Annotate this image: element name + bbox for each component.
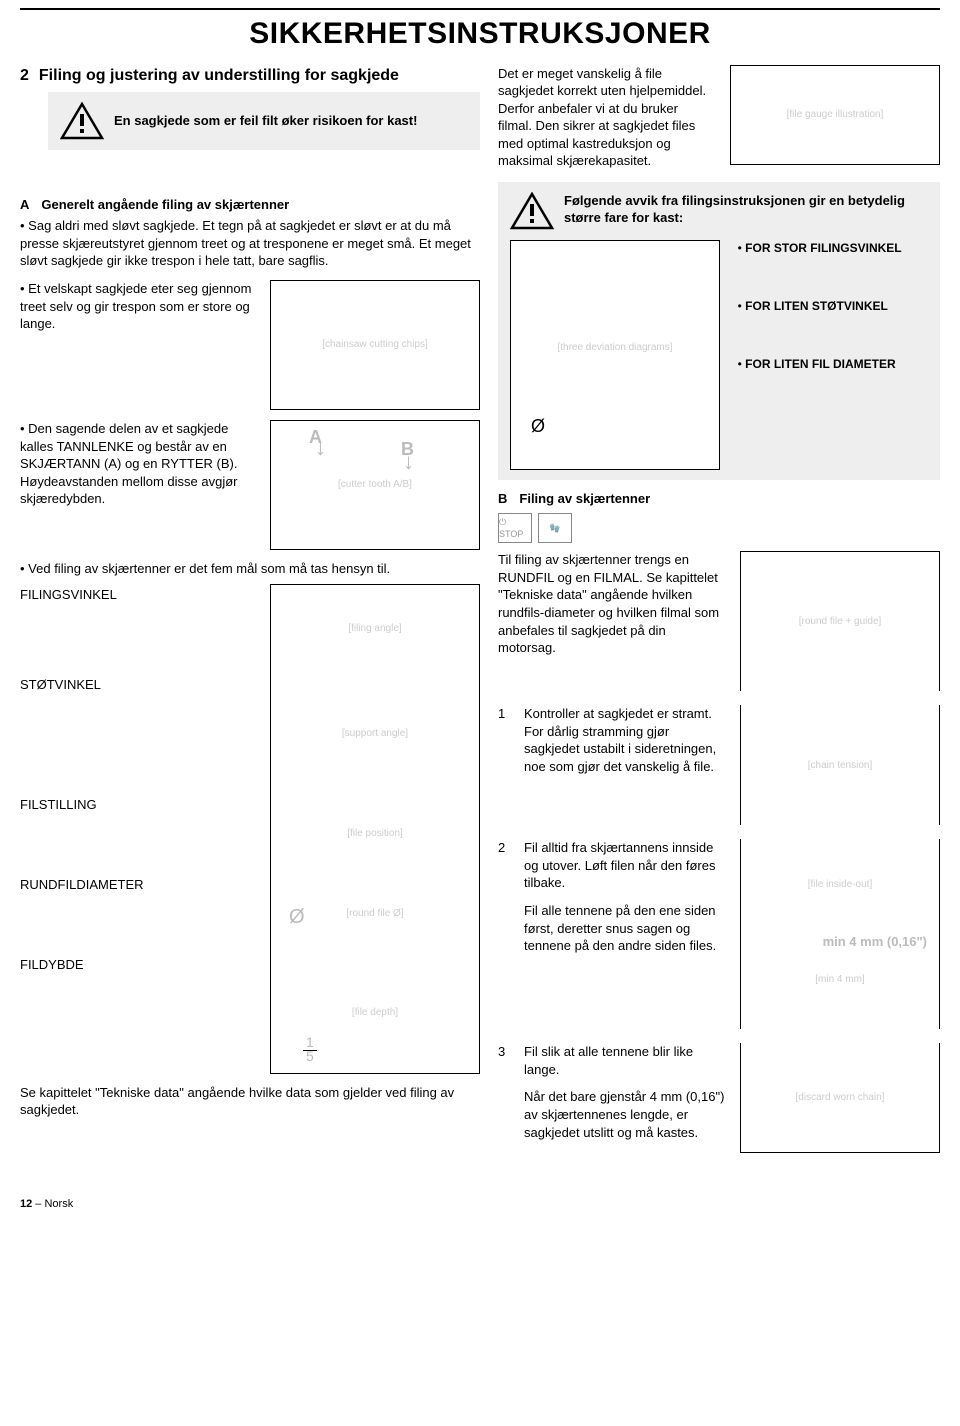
step-2-num: 2 — [498, 839, 514, 892]
section-A-b1-wrap: Et velskapt sagkjede eter seg gjennom tr… — [20, 280, 254, 339]
main-columns: A Generelt angående filing av skjærtenner… — [20, 182, 940, 1168]
section-B-heading: Filing av skjærtenner — [519, 491, 650, 506]
section-A-b3-wrap: Ved filing av skjærtenner er det fem mål… — [20, 560, 480, 578]
stop-icon: ⏻ STOP — [498, 513, 532, 543]
fig-min4mm: min 4 mm (0,16") [min 4 mm] — [740, 929, 940, 1029]
deviation-warning-text: Følgende avvik fra filingsinstruksjonen … — [564, 192, 928, 227]
gloves-icon: 🧤 — [538, 513, 572, 543]
fig-filingsvinkel: [filing angle] — [270, 584, 480, 674]
deviation-item-2: FOR LITEN STØTVINKEL — [738, 298, 918, 314]
fig-chain-tension: [chain tension] — [740, 705, 940, 825]
section-2-header: 2 Filing og justering av understilling fo… — [20, 65, 940, 170]
deviation-item-3: FOR LITEN FIL DIAMETER — [738, 356, 918, 372]
step-3a-text: Fil slik at alle tennene blir like lange… — [524, 1043, 726, 1078]
section-B-letter: B — [498, 491, 507, 506]
fig-discard-chain: [discard worn chain] — [740, 1043, 940, 1153]
label-filingsvinkel: FILINGSVINKEL — [20, 586, 254, 604]
step-3b-text: Når det bare gjenstår 4 mm (0,16") av sk… — [524, 1088, 726, 1141]
page-number: 12 — [20, 1198, 32, 1210]
step-2b-text: Fil alle tennene på den ene siden først,… — [524, 902, 726, 955]
deviation-figure: Ø [three deviation diagrams] — [510, 240, 720, 470]
warning-icon — [60, 102, 104, 140]
step-2a-text: Fil alltid fra skjærtannens innside og u… — [524, 839, 726, 892]
fraction-bot: 5 — [306, 1048, 314, 1064]
step-3: 3 Fil slik at alle tennene blir like lan… — [498, 1043, 726, 1078]
min-4mm-label: min 4 mm (0,16") — [817, 933, 933, 951]
section-A-b1: Et velskapt sagkjede eter seg gjennom tr… — [20, 280, 254, 333]
section-A-b2: Den sagende delen av et sagkjede kalles … — [20, 420, 254, 508]
section-A-b2-wrap: Den sagende delen av et sagkjede kalles … — [20, 420, 254, 514]
fig-file-direction: [file inside-out] — [740, 839, 940, 929]
fig-rundfil: Ø [round file Ø] — [270, 874, 480, 954]
section-B-title: B Filing av skjærtenner — [498, 490, 940, 508]
page-title: SIKKERHETSINSTRUKSJONER — [20, 14, 940, 55]
section-B-intro: Til filing av skjærtenner trengs en RUND… — [498, 551, 726, 656]
section-A-b3: Ved filing av skjærtenner er det fem mål… — [20, 560, 480, 578]
fig-tooth-ab: A B ↓ ↓ [cutter tooth A/B] — [270, 420, 480, 550]
fig-fildybde: [file depth] 1 5 — [270, 954, 480, 1074]
warning-callout-1: En sagkjede som er feil filt øker risiko… — [48, 92, 480, 150]
section-A-heading: Generelt angående filing av skjærtenner — [41, 197, 289, 212]
right-column: Følgende avvik fra filingsinstruksjonen … — [498, 182, 940, 1168]
step-3-num: 3 — [498, 1043, 514, 1078]
section-2-heading: Filing og justering av understilling for… — [39, 67, 399, 84]
warning-callout-text: En sagkjede som er feil filt øker risiko… — [114, 112, 468, 130]
section-A-footnote: Se kapittelet "Tekniske data" angående h… — [20, 1084, 480, 1119]
section-A-p1: Sag aldri med sløvt sagkjede. Et tegn på… — [20, 217, 480, 270]
deviation-bullets: FOR STOR FILINGSVINKEL FOR LITEN STØTVIN… — [738, 240, 918, 415]
section-2-title: 2 Filing og justering av understilling fo… — [20, 65, 480, 87]
step-1-text: Kontroller at sagkjedet er stramt. For d… — [524, 705, 726, 775]
label-filstilling: FILSTILLING — [20, 796, 254, 814]
top-rule — [20, 8, 940, 10]
section-2-number: 2 — [20, 67, 29, 84]
fig-filstilling: [file position] — [270, 794, 480, 874]
fig-roundfile-guide: [round file + guide] — [740, 551, 940, 691]
section-A-letter: A — [20, 197, 29, 212]
step-3b: Når det bare gjenstår 4 mm (0,16") av sk… — [498, 1088, 726, 1141]
step-2b: Fil alle tennene på den ene siden først,… — [498, 902, 726, 955]
fig-file-gauge: [file gauge illustration] — [730, 65, 940, 165]
step-1: 1 Kontroller at sagkjedet er stramt. For… — [498, 705, 726, 775]
label-stotvinkel: STØTVINKEL — [20, 676, 254, 694]
diameter-symbol-left: Ø — [289, 904, 305, 931]
warning-icon-2 — [510, 192, 554, 230]
label-fildybde: FILDYBDE — [20, 956, 254, 974]
page-footer: 12 – Norsk — [20, 1197, 940, 1212]
left-column: A Generelt angående filing av skjærtenner… — [20, 182, 480, 1168]
step-2: 2 Fil alltid fra skjærtannens innside og… — [498, 839, 726, 892]
page-lang: – Norsk — [32, 1198, 73, 1210]
diameter-symbol-panel: Ø — [531, 414, 545, 438]
deviation-panel: Følgende avvik fra filingsinstruksjonen … — [498, 182, 940, 480]
deviation-item-1: FOR STOR FILINGSVINKEL — [738, 240, 918, 256]
fig-chainsaw-cut: [chainsaw cutting chips] — [270, 280, 480, 410]
section-B-iconrow: ⏻ STOP 🧤 — [498, 513, 940, 543]
fig-stotvinkel: [support angle] — [270, 674, 480, 794]
section-A-title: A Generelt angående filing av skjærtenner — [20, 196, 480, 214]
section-A-list: Sag aldri med sløvt sagkjede. Et tegn på… — [20, 217, 480, 270]
section-B: B Filing av skjærtenner ⏻ STOP 🧤 Til fili… — [498, 490, 940, 1154]
label-rundfil: RUNDFILDIAMETER — [20, 876, 254, 894]
step-1-num: 1 — [498, 705, 514, 775]
section-2-right-text: Det er meget vanskelig å file sagkjedet … — [498, 65, 714, 170]
